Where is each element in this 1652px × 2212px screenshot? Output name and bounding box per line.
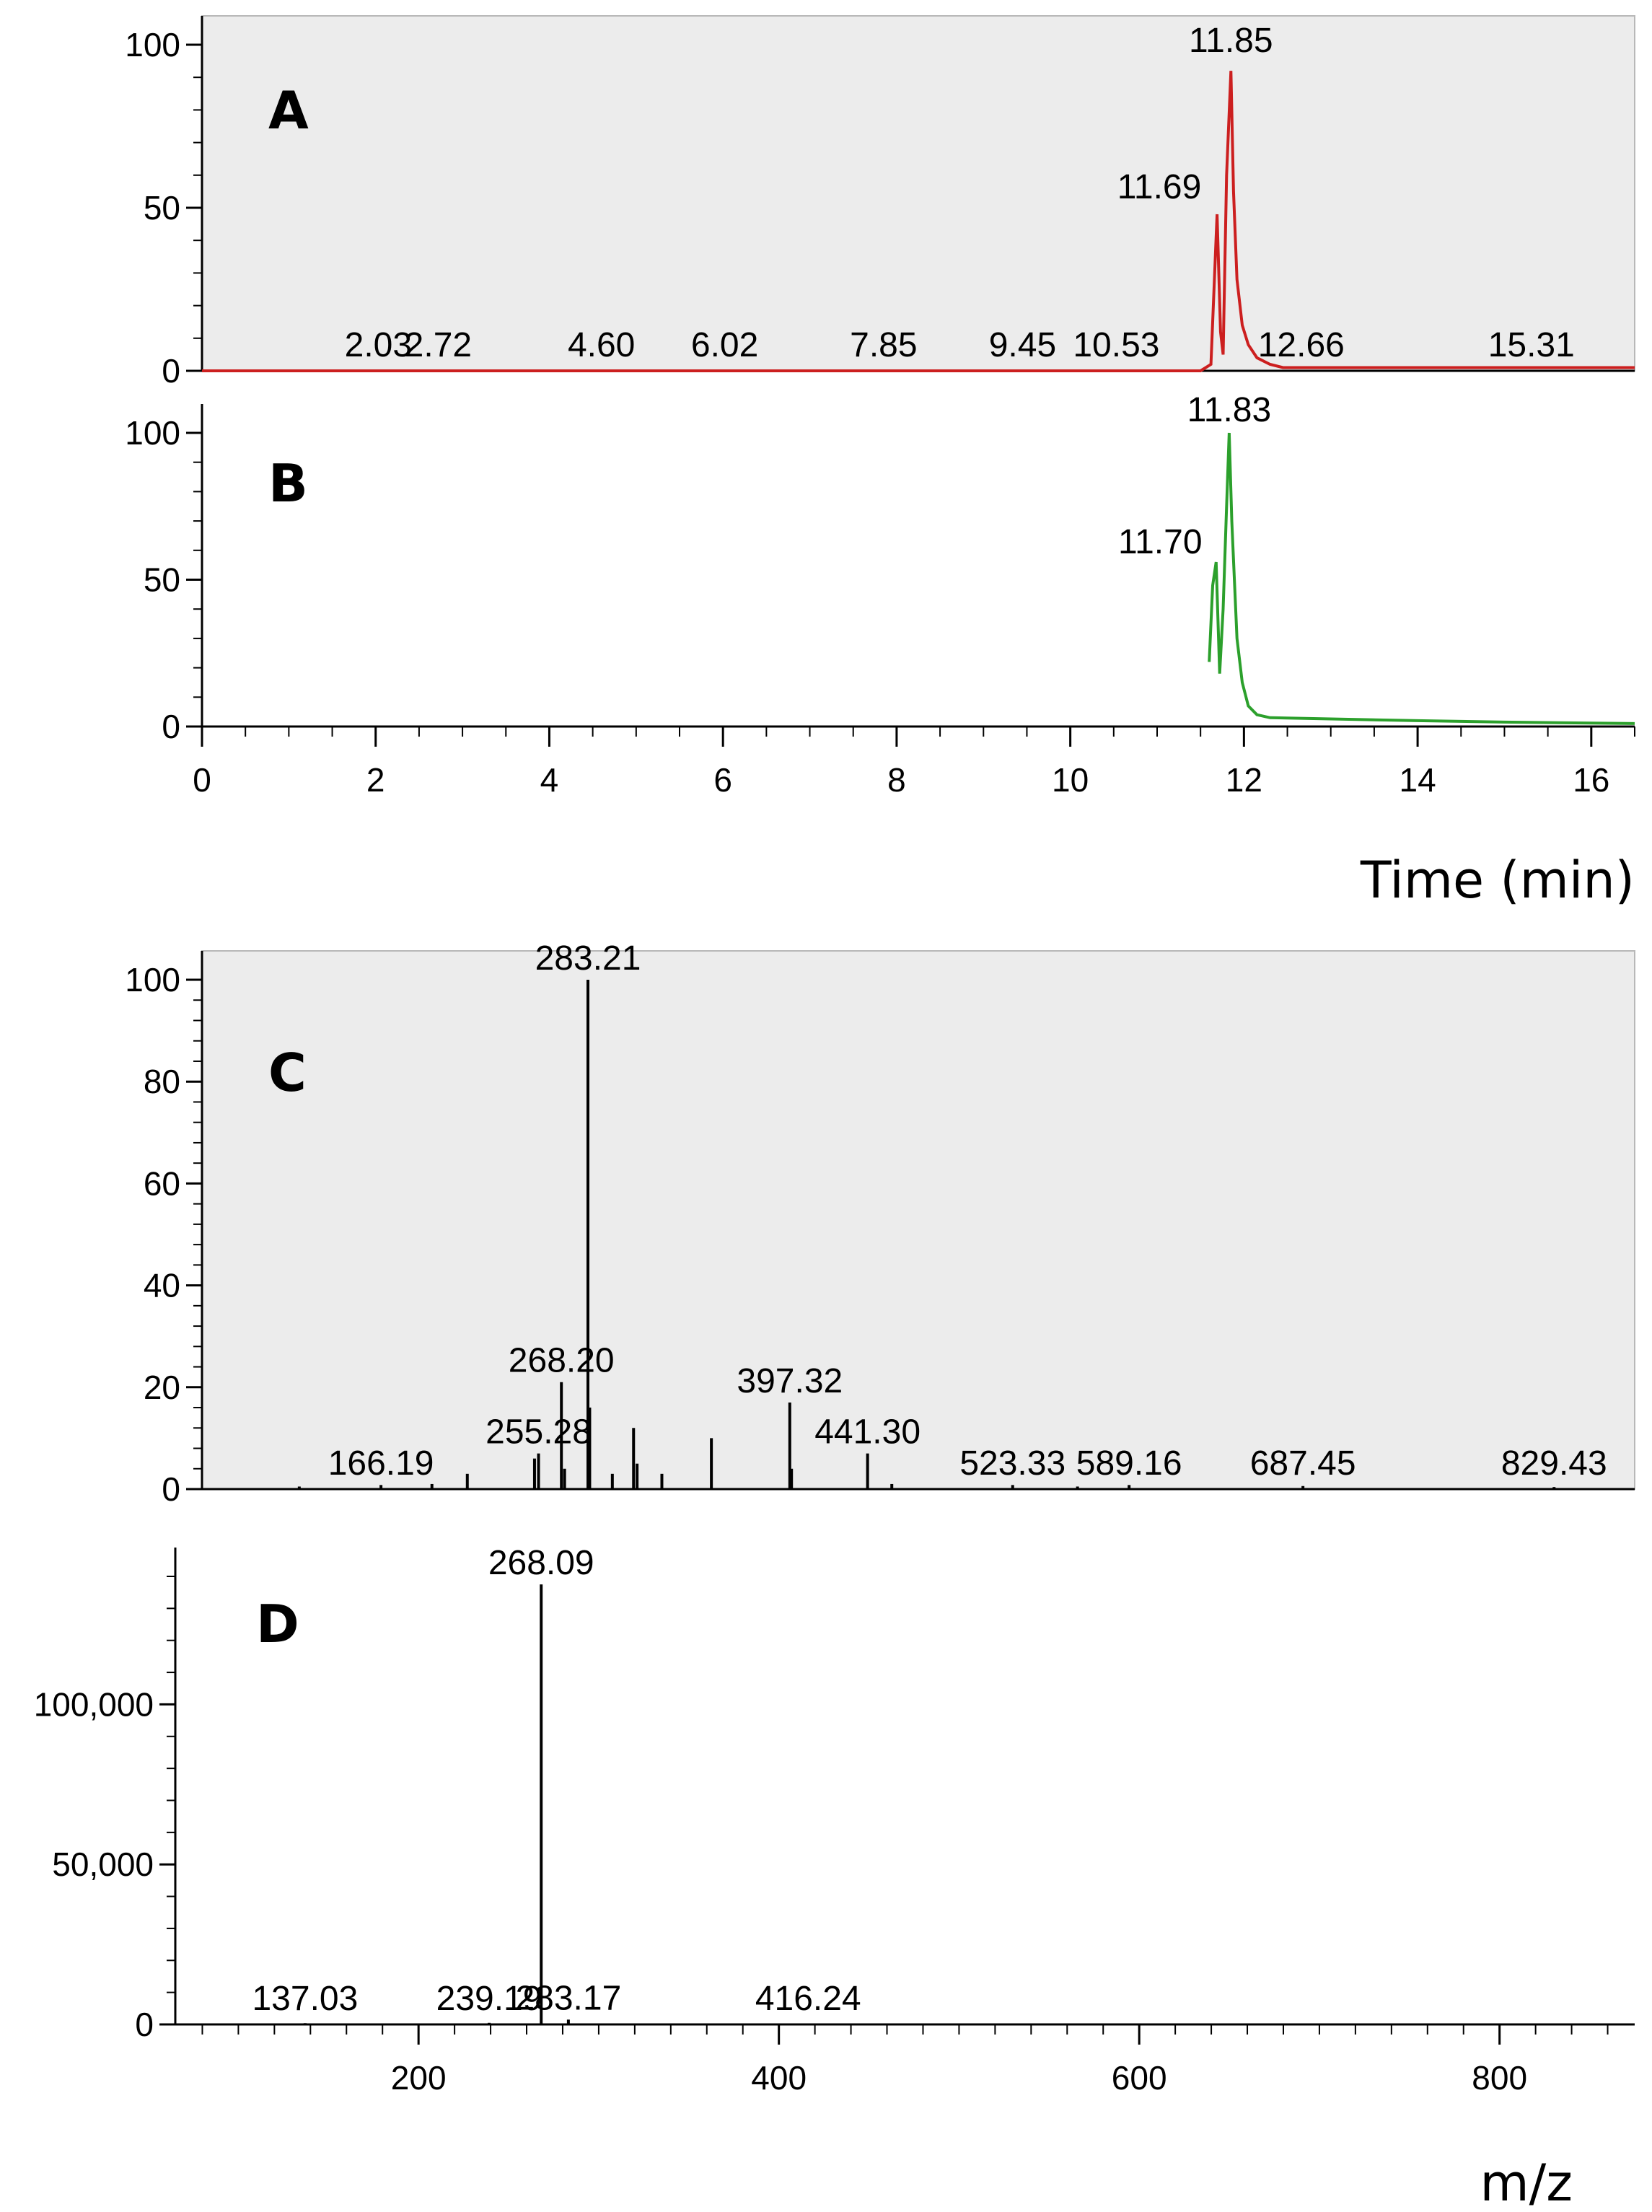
peak-label: 11.69	[1117, 168, 1202, 206]
panel-c-plot-background	[201, 950, 1635, 1490]
panel-b-plot-background	[202, 404, 1635, 727]
y-tick-label: 80	[144, 1063, 180, 1100]
panel-a-peak-labels: 2.032.72 4.60 6.02 7.85 9.45 10.53 11.69 11.85 1…	[345, 22, 1575, 364]
peak-label: 523.33	[959, 1444, 1066, 1483]
x-tick-label: 8	[887, 761, 906, 799]
x-tick-label: 600	[1112, 2059, 1167, 2097]
peak-label: 6.02	[691, 326, 758, 364]
y-tick-label: 0	[162, 708, 180, 745]
x-tick-label: 12	[1226, 761, 1262, 799]
y-tick-label: 100	[125, 961, 180, 999]
x-tick-label: 16	[1573, 761, 1609, 799]
x-tick-label: 2	[366, 761, 385, 799]
panel-a-chromatogram: 0 50 100 2.032.72 4.60 6.02 7.85 9.45 10.53 11.6…	[125, 15, 1635, 390]
trace-line	[1208, 432, 1635, 725]
panel-c-mass-spectrum: 0 20 40 60 80 100 166.19 255.28 268.20 283.21 397…	[125, 939, 1635, 1508]
peak-label: 12.66	[1258, 326, 1345, 364]
panel-b-chromatogram: 0 50 100 0 2 4 6 8 10 12 14 16 11.70 11.83 B Time (m…	[125, 391, 1635, 910]
peak-label: 416.24	[755, 1980, 861, 2018]
peak-label: 11.70	[1118, 523, 1203, 561]
peak-label: 397.32	[737, 1362, 843, 1400]
peak-label: 15.31	[1488, 326, 1575, 364]
panel-d-axes: 0 50,000 100,000 200 400 600 800	[34, 1548, 1635, 2097]
x-tick-label: 0	[193, 761, 211, 799]
y-tick-label: 0	[162, 1470, 180, 1508]
peak-label: 239.19	[436, 1980, 542, 2018]
x-tick-label: 4	[540, 761, 559, 799]
panel-b-label: B	[268, 453, 308, 514]
panel-c-label: C	[268, 1043, 307, 1103]
panel-a-plot-background	[201, 15, 1635, 372]
panel-d-peaks	[303, 1584, 810, 2024]
peak-label: 11.85	[1189, 22, 1273, 60]
time-axis-title: Time (min)	[1360, 851, 1635, 910]
peak-label: 7.85	[850, 326, 917, 364]
x-tick-label: 10	[1052, 761, 1089, 799]
y-tick-label: 50,000	[52, 1845, 154, 1883]
panel-c-peaks	[297, 980, 1556, 1489]
panel-b-axes: 0 50 100 0 2 4 6 8 10 12 14 16	[125, 404, 1635, 799]
y-tick-label: 100,000	[34, 1685, 154, 1723]
y-tick-label: 50	[144, 189, 180, 227]
trace-line	[202, 71, 1635, 372]
panel-c-axes: 0 20 40 60 80 100	[125, 951, 1635, 1508]
peak-label: 9.45	[989, 326, 1056, 364]
x-tick-label: 200	[391, 2059, 447, 2097]
y-tick-label: 0	[135, 2006, 154, 2043]
panel-d-peak-labels: 137.03 239.19 268.09 283.17 416.24	[252, 1544, 861, 2018]
peak-label: 268.20	[509, 1342, 615, 1380]
x-tick-label: 6	[713, 761, 732, 799]
mz-axis-title: m/z	[1480, 2154, 1573, 2212]
panel-b-peak-labels: 11.70 11.83	[1118, 391, 1271, 561]
panel-b-trace	[1208, 432, 1635, 725]
peak-label: 166.19	[328, 1444, 434, 1483]
panel-a-label: A	[268, 80, 309, 141]
peak-label: 268.09	[488, 1544, 594, 1582]
x-tick-label: 14	[1400, 761, 1436, 799]
peak-label: 2.03	[345, 326, 412, 364]
peak-label: 687.45	[1250, 1444, 1356, 1483]
peak-label: 137.03	[252, 1980, 358, 2018]
peak-label: 441.30	[814, 1413, 921, 1452]
y-tick-label: 20	[144, 1369, 180, 1406]
x-tick-label: 800	[1472, 2059, 1527, 2097]
peak-label: 255.28	[486, 1413, 592, 1452]
y-tick-label: 40	[144, 1267, 180, 1304]
y-tick-label: 0	[162, 352, 180, 390]
y-tick-label: 100	[125, 26, 180, 63]
panel-d-label: D	[256, 1594, 299, 1654]
peak-label: 2.72	[405, 326, 472, 364]
peak-label: 10.53	[1073, 326, 1159, 364]
peak-label: 829.43	[1501, 1444, 1607, 1483]
y-tick-label: 60	[144, 1164, 180, 1202]
panel-a-trace	[202, 71, 1635, 372]
x-tick-label: 400	[751, 2059, 807, 2097]
peak-label: 283.21	[535, 939, 641, 978]
y-tick-label: 100	[125, 414, 180, 452]
y-tick-label: 50	[144, 561, 180, 599]
panel-c-peak-labels: 166.19 255.28 268.20 283.21 397.32 441.30 523.…	[328, 939, 1607, 1483]
peak-label: 589.16	[1076, 1444, 1182, 1483]
peak-label: 283.17	[515, 1979, 621, 2017]
peak-label: 4.60	[568, 326, 635, 364]
panel-d-plot-background	[175, 1548, 1635, 2024]
peak-label: 11.83	[1187, 391, 1272, 429]
